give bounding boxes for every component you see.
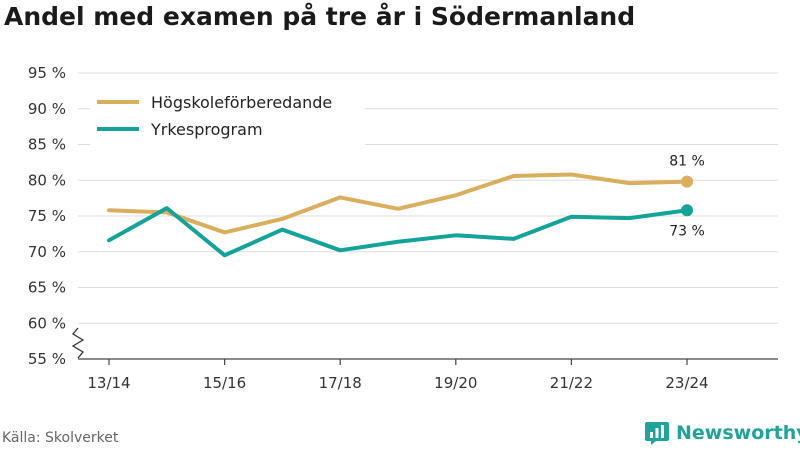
source-note: Källa: Skolverket: [2, 430, 119, 446]
series-line-2: [107, 206, 689, 258]
x-tick-label: 15/16: [203, 374, 246, 392]
x-tick-label: 17/18: [319, 374, 362, 392]
newsworthy-logo-icon: [645, 422, 669, 445]
chart-title: Andel med examen på tre år i Södermanlan…: [4, 2, 636, 31]
axis-break-icon: [71, 327, 85, 359]
series-end-label-1: 81 %: [669, 154, 705, 170]
y-axis-ticks: 55 % 60 % 65 % 70 % 75 % 80 % 85 % 90 % 95 %: [28, 64, 85, 368]
y-tick-label: 75 %: [28, 207, 66, 225]
series-line-1: [107, 172, 689, 235]
x-tick-label: 23/24: [665, 374, 708, 392]
legend-label-1: Högskoleförberedande: [151, 93, 332, 112]
y-tick-label: 95 %: [28, 64, 66, 82]
legend-label-2: Yrkesprogram: [150, 120, 263, 139]
y-tick-label: 55 %: [28, 350, 66, 368]
y-tick-label: 70 %: [28, 243, 66, 261]
y-tick-label: 65 %: [28, 279, 66, 297]
legend-background: [90, 86, 365, 146]
series-end-label-2: 73 %: [669, 223, 705, 239]
legend: Högskoleförberedande Yrkesprogram: [90, 86, 365, 146]
x-axis: 13/14 15/16 17/18 19/20 21/22 23/24: [78, 358, 778, 392]
x-tick-label: 13/14: [87, 374, 130, 392]
y-tick-label: 60 %: [28, 314, 66, 332]
y-tick-label: 85 %: [28, 136, 66, 154]
series-lines: 81 % 73 %: [107, 154, 705, 258]
brand-logo: Newsworthy: [644, 420, 800, 446]
series-end-marker-2: [681, 204, 693, 217]
x-tick-label: 21/22: [550, 374, 593, 392]
y-tick-label: 80 %: [28, 171, 66, 189]
y-tick-label: 90 %: [28, 100, 66, 118]
series-end-marker-1: [681, 175, 693, 188]
brand-name: Newsworthy: [676, 422, 800, 444]
x-tick-label: 19/20: [434, 374, 477, 392]
gridlines: [78, 72, 778, 324]
